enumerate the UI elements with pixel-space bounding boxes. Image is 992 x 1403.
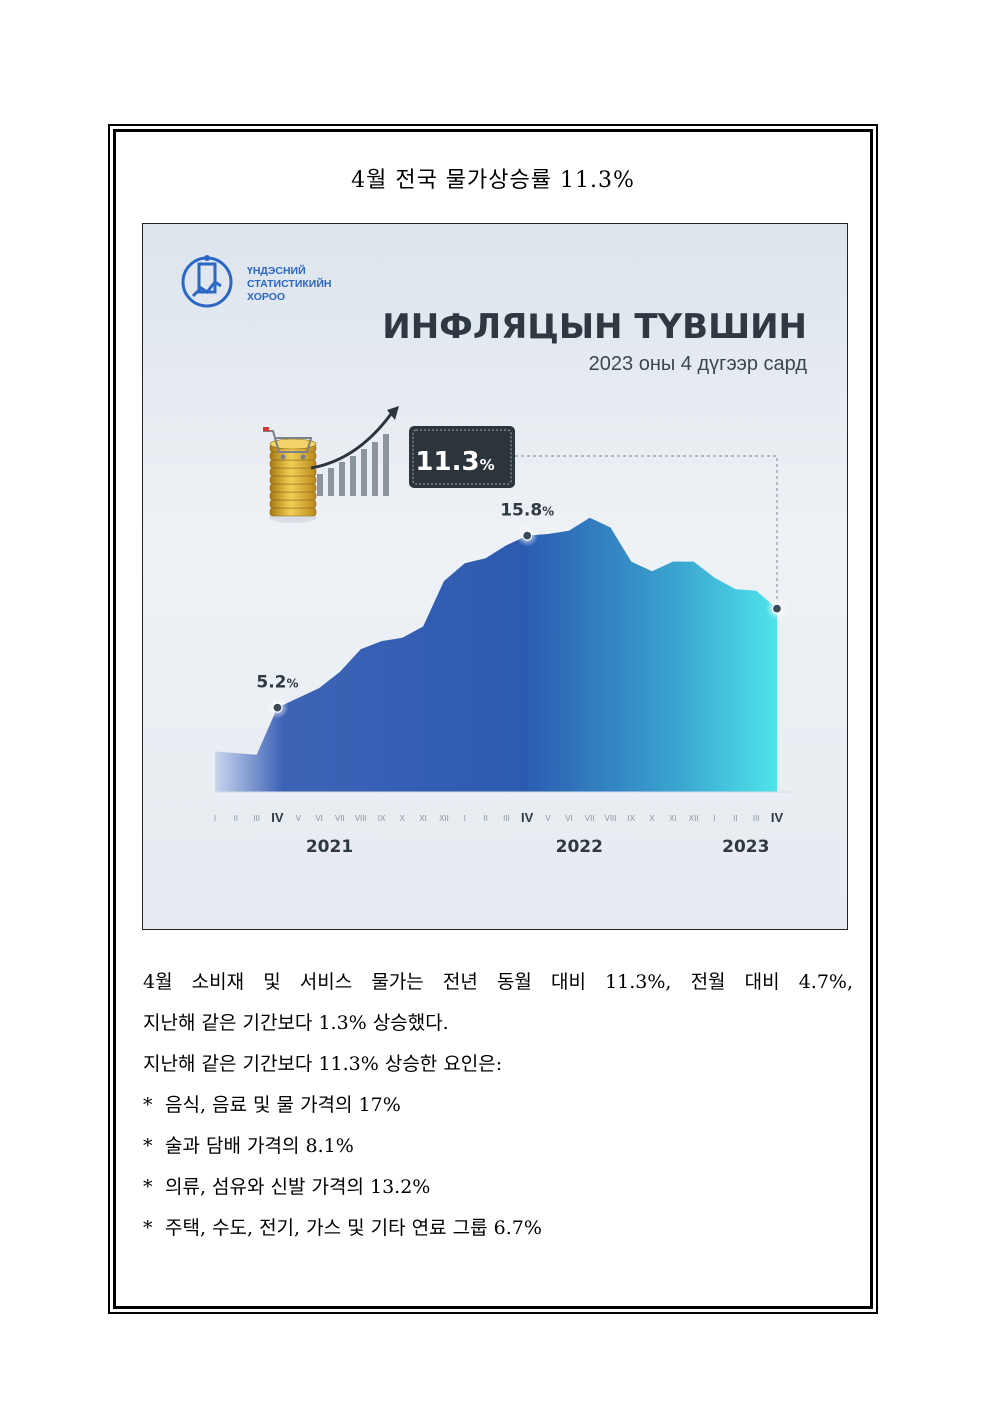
x-tick-label: XI — [669, 814, 677, 823]
coin — [269, 475, 317, 485]
x-tick-label: IV — [771, 810, 784, 825]
growth-bar — [317, 474, 323, 496]
x-tick-label: II — [733, 814, 737, 823]
coin-stack-icon — [269, 438, 317, 523]
year-labels: 2021 2022 2023 — [306, 837, 770, 857]
data-point — [771, 603, 783, 614]
infographic-subtitle: 2023 оны 4 дүгээр сард — [589, 353, 808, 375]
list-item: * 음식, 음료 및 물 가격의 17% — [143, 1085, 853, 1126]
body-text: 4월 소비재 및 서비스 물가는 전년 동월 대비 11.3%, 전월 대비 4… — [143, 962, 853, 1249]
data-point — [272, 702, 283, 713]
bullet-mark: * — [143, 1135, 153, 1157]
coin — [269, 491, 317, 501]
x-tick-label: XII — [689, 814, 699, 823]
inflation-badge: 11.3% — [409, 426, 515, 488]
list-item: * 의류, 섬유와 신발 가격의 13.2% — [143, 1167, 853, 1208]
factors-intro: 지난해 같은 기간보다 11.3% 상승한 요인은: — [143, 1053, 503, 1075]
factor-text: 주택, 수도, 전기, 가스 및 기타 연료 그룹 6.7% — [165, 1217, 542, 1239]
shopping-cart-icon — [263, 427, 313, 460]
coin — [269, 507, 317, 517]
x-tick-label: V — [296, 814, 302, 823]
growth-arrow-icon — [310, 406, 399, 470]
factor-text: 술과 담배 가격의 8.1% — [165, 1135, 354, 1157]
x-tick-label: II — [234, 814, 238, 823]
bullet-mark: * — [143, 1094, 153, 1116]
x-tick-label: IX — [628, 814, 636, 823]
bullet-mark: * — [143, 1217, 153, 1239]
year-label: 2023 — [722, 837, 769, 857]
coin — [269, 467, 317, 477]
document-title: 4월 전국 물가상승률 11.3% — [351, 168, 635, 193]
chart-annotations: 5.2% 15.8% — [256, 501, 788, 719]
x-tick-label: I — [464, 814, 466, 823]
x-tick-label: VII — [585, 814, 595, 823]
growth-bar — [339, 462, 345, 496]
x-tick-label: XI — [419, 814, 427, 823]
logo-text-line-2: СТАТИСТИКИЙН — [247, 277, 331, 290]
x-tick-label: VIII — [604, 814, 616, 823]
inflation-chart: ҮНДЭСНИЙ СТАТИСТИКИЙН ХОРОО ИНФЛЯЦЫН ТҮВ… — [181, 255, 808, 857]
factor-text: 음식, 음료 및 물 가격의 17% — [165, 1094, 401, 1116]
growth-bar — [328, 468, 334, 496]
growth-bar — [383, 434, 389, 496]
growth-bars — [317, 434, 389, 496]
data-label: 15.8% — [500, 501, 554, 521]
x-tick-label: VI — [565, 814, 573, 823]
coin — [269, 499, 317, 509]
paragraph-line-1: 4월 소비재 및 서비스 물가는 전년 동월 대비 11.3%, 전월 대비 4… — [143, 971, 853, 993]
x-tick-label: X — [400, 814, 406, 823]
bullet-mark: * — [143, 1176, 153, 1198]
inner-frame — [113, 129, 873, 1309]
year-label: 2022 — [556, 837, 603, 857]
x-tick-label: IX — [378, 814, 386, 823]
x-tick-label: VII — [335, 814, 345, 823]
x-tick-label: VI — [315, 814, 323, 823]
x-tick-label: III — [503, 814, 510, 823]
data-label: 5.2% — [256, 673, 298, 693]
growth-bar — [350, 456, 356, 496]
x-tick-label: IV — [271, 810, 284, 825]
growth-bar — [361, 449, 367, 496]
coin — [269, 451, 317, 461]
x-tick-label: X — [649, 814, 655, 823]
x-tick-label: III — [753, 814, 760, 823]
list-item: * 주택, 수도, 전기, 가스 및 기타 연료 그룹 6.7% — [143, 1208, 853, 1249]
x-tick-label: II — [483, 814, 487, 823]
year-label: 2021 — [306, 837, 353, 857]
outer-frame — [108, 124, 878, 1314]
x-tick-label: I — [214, 814, 216, 823]
coin — [269, 459, 317, 469]
x-tick-label: IV — [521, 810, 534, 825]
ministry-logo-icon — [181, 255, 233, 308]
x-tick-label: XII — [439, 814, 449, 823]
badge-value: 11.3% — [415, 447, 494, 477]
x-tick-label: VIII — [355, 814, 367, 823]
factor-text: 의류, 섬유와 신발 가격의 13.2% — [165, 1176, 431, 1198]
list-item: * 술과 담배 가격의 8.1% — [143, 1126, 853, 1167]
x-tick-label: III — [253, 814, 260, 823]
coin — [269, 483, 317, 493]
x-axis-ticks: I II III IV V VI VII VIII IX X XI XII I II III IV V VI VII… — [214, 810, 784, 825]
logo-text-line-3: ХОРОО — [247, 291, 285, 303]
infographic-title: ИНФЛЯЦЫН ТҮВШИН — [382, 307, 807, 347]
x-tick-label: I — [713, 814, 715, 823]
growth-bar — [372, 442, 378, 496]
logo-text-line-1: ҮНДЭСНИЙ — [247, 264, 306, 277]
inflation-infographic: ҮНДЭСНИЙ СТАТИСТИКИЙН ХОРОО ИНФЛЯЦЫН ТҮВ… — [142, 223, 848, 930]
data-point — [522, 530, 533, 541]
inflation-area — [215, 517, 777, 792]
x-tick-label: V — [545, 814, 551, 823]
paragraph-line-2: 지난해 같은 기간보다 1.3% 상승했다. — [143, 1012, 449, 1034]
